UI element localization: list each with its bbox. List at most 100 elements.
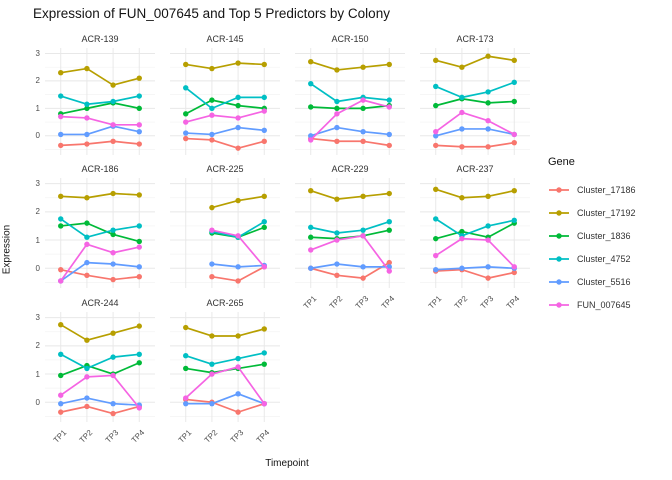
data-point bbox=[110, 138, 116, 144]
data-point bbox=[235, 124, 241, 131]
y-tick-label: 2 bbox=[35, 76, 40, 86]
data-point bbox=[110, 227, 116, 233]
x-tick-label: TP1 bbox=[176, 428, 194, 445]
data-point bbox=[235, 145, 241, 151]
series-line-Cluster_17186 bbox=[184, 398, 266, 413]
data-point bbox=[360, 97, 366, 103]
data-point bbox=[58, 266, 64, 273]
data-point bbox=[183, 353, 189, 359]
data-point bbox=[209, 227, 215, 233]
data-point bbox=[261, 361, 267, 367]
facet-label: ACR-150 bbox=[331, 34, 369, 44]
data-point bbox=[334, 237, 340, 243]
data-point bbox=[261, 108, 267, 114]
data-point bbox=[459, 64, 465, 70]
data-point bbox=[360, 227, 366, 233]
data-point bbox=[209, 97, 215, 103]
data-point bbox=[386, 131, 392, 138]
data-point bbox=[136, 264, 142, 270]
data-point bbox=[235, 197, 241, 204]
y-tick-label: 1 bbox=[35, 369, 40, 379]
series-line-FUN_007645 bbox=[184, 366, 266, 405]
data-point bbox=[235, 364, 241, 370]
data-point bbox=[183, 400, 189, 407]
series-line-Cluster_1836 bbox=[59, 102, 141, 115]
data-point bbox=[136, 244, 142, 250]
data-point bbox=[386, 142, 392, 149]
data-point bbox=[308, 137, 314, 143]
series-line-Cluster_17192 bbox=[59, 67, 141, 86]
series-line-Cluster_4752 bbox=[184, 352, 266, 366]
data-point bbox=[459, 109, 465, 116]
y-tick-label: 0 bbox=[35, 263, 40, 273]
data-point bbox=[209, 274, 215, 280]
data-point bbox=[433, 142, 439, 149]
data-point bbox=[511, 98, 517, 105]
data-point bbox=[433, 102, 439, 109]
series-line-Cluster_4752 bbox=[434, 218, 516, 237]
data-point bbox=[209, 112, 215, 118]
data-point bbox=[209, 137, 215, 143]
data-point bbox=[183, 135, 189, 142]
data-point bbox=[308, 104, 314, 110]
data-point bbox=[209, 261, 215, 267]
data-point bbox=[58, 321, 64, 328]
data-point bbox=[136, 192, 142, 198]
data-point bbox=[58, 372, 64, 379]
y-tick-label: 2 bbox=[35, 341, 40, 351]
x-tick-label: TP2 bbox=[452, 294, 470, 311]
data-point bbox=[183, 61, 189, 68]
legend-item-label: Cluster_17192 bbox=[577, 207, 636, 218]
legend-key-icon bbox=[549, 301, 569, 308]
data-point bbox=[485, 100, 491, 106]
data-point bbox=[84, 234, 90, 240]
data-point bbox=[485, 237, 491, 243]
data-point bbox=[261, 138, 267, 144]
data-point bbox=[334, 272, 340, 279]
series-line-Cluster_17186 bbox=[59, 405, 141, 415]
facet-label: ACR-244 bbox=[81, 298, 119, 308]
data-point bbox=[58, 392, 64, 398]
data-point bbox=[511, 187, 517, 194]
data-point bbox=[334, 105, 340, 112]
data-point bbox=[84, 403, 90, 410]
series-line-Cluster_17192 bbox=[309, 189, 391, 201]
data-point bbox=[511, 217, 517, 224]
data-point bbox=[459, 265, 465, 271]
series-line-FUN_007645 bbox=[309, 234, 391, 272]
data-point bbox=[334, 261, 340, 267]
data-point bbox=[459, 144, 465, 150]
x-tick-label: TP4 bbox=[254, 428, 272, 445]
x-tick-label: TP3 bbox=[228, 428, 246, 445]
series-line-Cluster_17186 bbox=[309, 261, 391, 279]
data-point bbox=[235, 115, 241, 121]
data-point bbox=[58, 216, 64, 222]
data-point bbox=[386, 268, 392, 274]
data-point bbox=[459, 195, 465, 201]
data-point bbox=[235, 102, 241, 109]
series-line-Cluster_17192 bbox=[434, 188, 516, 199]
data-point bbox=[136, 128, 142, 135]
data-point bbox=[386, 219, 392, 225]
data-point bbox=[235, 60, 241, 66]
data-point bbox=[386, 104, 392, 110]
x-tick-label: TP4 bbox=[504, 294, 522, 311]
series-line-Cluster_5516 bbox=[434, 265, 516, 271]
data-point bbox=[261, 127, 267, 134]
series-line-Cluster_4752 bbox=[309, 220, 391, 234]
data-point bbox=[308, 133, 314, 139]
data-point bbox=[334, 67, 340, 73]
data-point bbox=[84, 365, 90, 372]
legend-items: Cluster_17186 Cluster_17192 Cluster_1836 Cl… bbox=[548, 178, 636, 316]
facet-label: ACR-229 bbox=[331, 164, 369, 174]
facet-panel-ACR-150 bbox=[295, 48, 405, 155]
y-axis-title: Expression bbox=[1, 224, 13, 275]
data-point bbox=[84, 105, 90, 112]
data-point bbox=[360, 193, 366, 200]
series-line-Cluster_4752 bbox=[434, 81, 516, 99]
series-line-Cluster_17186 bbox=[309, 137, 391, 147]
data-point bbox=[209, 131, 215, 138]
data-point bbox=[485, 193, 491, 200]
data-point bbox=[485, 223, 491, 229]
